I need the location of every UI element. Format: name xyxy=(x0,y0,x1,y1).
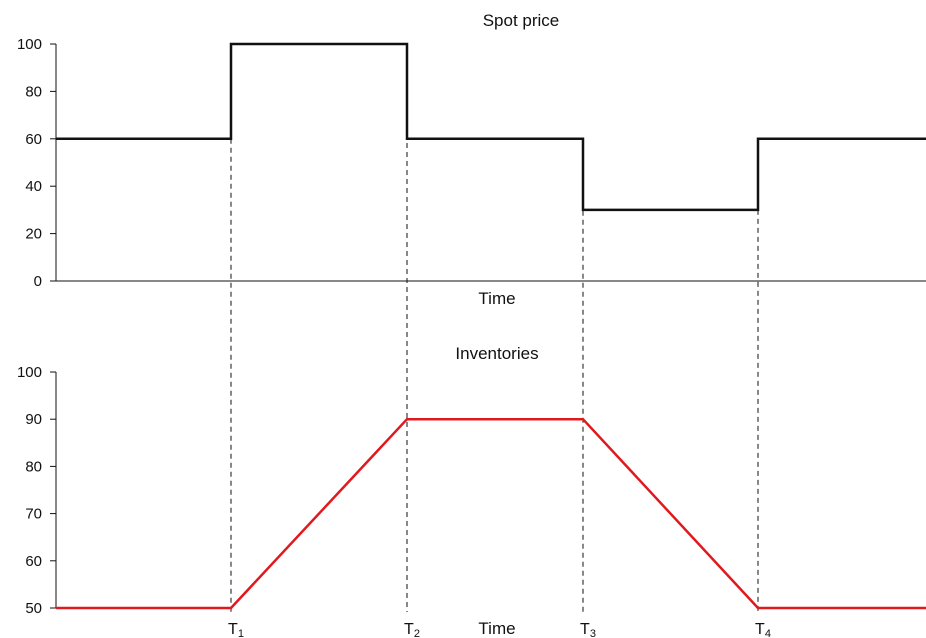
spot-price-series xyxy=(55,42,926,212)
time-marker-label: T3 xyxy=(580,621,596,638)
y-tick-label: 70 xyxy=(25,506,42,523)
y-tick-label: 100 xyxy=(17,364,42,381)
time-marker-label: T1 xyxy=(228,621,244,638)
spot-price-line xyxy=(56,42,926,212)
y-tick-label: 0 xyxy=(34,273,42,290)
spot-price-x-axis-title: Time xyxy=(478,289,515,308)
inventories-series xyxy=(55,417,926,610)
y-tick-label: 80 xyxy=(25,458,42,475)
inventories-line xyxy=(56,417,926,610)
y-tick-label: 20 xyxy=(25,226,42,243)
inventories-ticks: 50 60 70 80 90 100 xyxy=(17,364,56,617)
spot-price-ticks: 0 20 40 60 80 100 xyxy=(17,36,56,290)
y-tick-label: 100 xyxy=(17,36,42,53)
dashed-guides xyxy=(230,44,759,612)
y-tick-label: 50 xyxy=(25,600,42,617)
spot-price-axes xyxy=(55,44,926,282)
y-tick-label: 40 xyxy=(25,178,42,195)
inventories-x-axis-title: Time xyxy=(478,619,515,638)
y-tick-label: 90 xyxy=(25,411,42,428)
y-tick-label: 60 xyxy=(25,131,42,148)
inventories-title: Inventories xyxy=(455,344,538,363)
y-tick-label: 80 xyxy=(25,83,42,100)
spot-price-panel: 0 20 40 60 80 100 Spot price Time xyxy=(17,11,926,308)
spot-price-title: Spot price xyxy=(483,11,560,30)
inventories-panel: 50 60 70 80 90 100 Inventories Time xyxy=(17,344,926,638)
time-marker-label: T2 xyxy=(404,621,420,638)
y-tick-label: 60 xyxy=(25,553,42,570)
time-markers: T1 T2 T3 T4 xyxy=(228,621,771,638)
time-marker-label: T4 xyxy=(755,621,771,638)
